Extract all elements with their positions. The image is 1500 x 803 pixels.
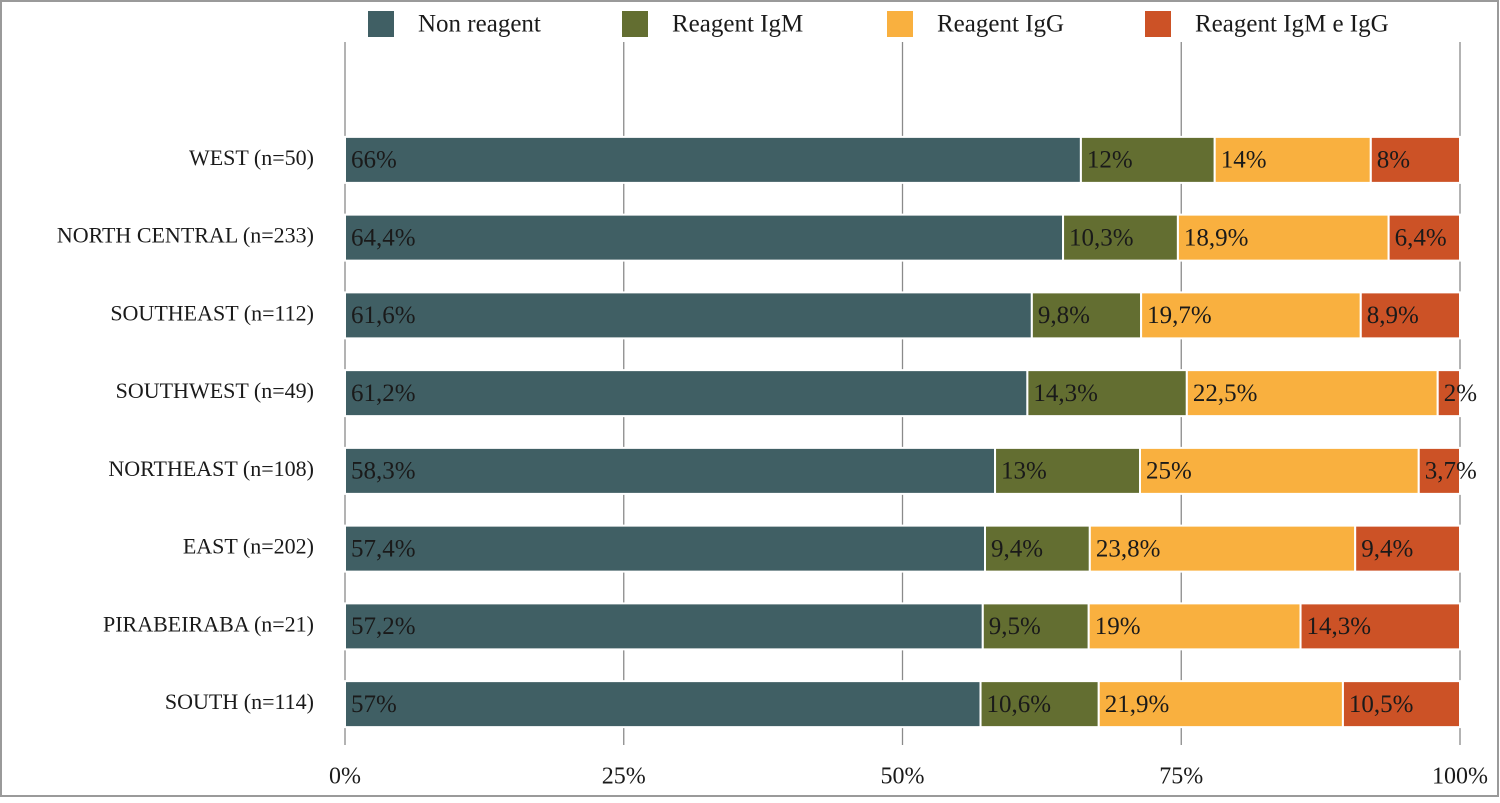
bar-segment bbox=[1140, 291, 1362, 340]
bar-segment bbox=[1138, 446, 1420, 495]
legend-swatch bbox=[622, 11, 648, 37]
bar-segment bbox=[1213, 135, 1372, 184]
x-tick-label: 0% bbox=[329, 764, 361, 790]
value-label: 9,4% bbox=[1361, 535, 1413, 562]
value-label: 25% bbox=[1146, 458, 1192, 485]
bar-segment bbox=[1299, 602, 1462, 651]
value-label: 57,2% bbox=[351, 613, 416, 640]
value-label: 9,4% bbox=[991, 535, 1043, 562]
value-label: 3,7% bbox=[1425, 458, 1477, 485]
value-label: 23,8% bbox=[1096, 535, 1161, 562]
legend-label: Reagent IgM bbox=[672, 11, 803, 38]
value-label: 57,4% bbox=[351, 535, 416, 562]
y-tick-label: SOUTH (n=114) bbox=[165, 689, 314, 714]
value-label: 9,8% bbox=[1038, 302, 1090, 329]
value-label: 6,4% bbox=[1395, 224, 1447, 251]
value-label: 8,9% bbox=[1367, 302, 1419, 329]
bar-segment bbox=[1359, 291, 1462, 340]
value-label: 10,5% bbox=[1349, 691, 1414, 718]
bar-segment bbox=[981, 602, 1090, 651]
x-tick-label: 50% bbox=[881, 764, 925, 790]
legend-swatch bbox=[368, 11, 394, 37]
x-tick-label: 100% bbox=[1432, 764, 1488, 790]
value-label: 10,3% bbox=[1069, 224, 1134, 251]
bar-segment bbox=[344, 524, 987, 573]
x-tick-label: 25% bbox=[602, 764, 646, 790]
value-label: 12% bbox=[1087, 147, 1133, 174]
value-label: 57% bbox=[351, 691, 397, 718]
y-tick-label: NORTHEAST (n=108) bbox=[108, 456, 314, 481]
bar-segment bbox=[344, 446, 997, 495]
bar-segment bbox=[1341, 680, 1462, 729]
value-label: 22,5% bbox=[1193, 380, 1258, 407]
bar-segment bbox=[344, 680, 982, 729]
bar-segment bbox=[344, 135, 1082, 184]
value-label: 61,2% bbox=[351, 380, 416, 407]
value-label: 10,6% bbox=[987, 691, 1052, 718]
value-label: 19,7% bbox=[1147, 302, 1212, 329]
y-tick-label: PIRABEIRABA (n=21) bbox=[103, 611, 314, 636]
y-tick-label: SOUTHWEST (n=49) bbox=[116, 378, 314, 403]
value-label: 64,4% bbox=[351, 224, 416, 251]
legend-label: Reagent IgG bbox=[937, 11, 1064, 38]
legend-swatch bbox=[1145, 11, 1171, 37]
y-tick-label: SOUTHEAST (n=112) bbox=[110, 300, 314, 325]
y-tick-label: WEST (n=50) bbox=[189, 145, 314, 170]
value-label: 8% bbox=[1377, 147, 1410, 174]
legend-swatch bbox=[887, 11, 913, 37]
bar-segment bbox=[1387, 213, 1462, 262]
bar-segment bbox=[1417, 446, 1461, 495]
bar-segment bbox=[344, 213, 1065, 262]
bar-segment bbox=[979, 680, 1100, 729]
bar-segment bbox=[994, 446, 1141, 495]
legend-label: Non reagent bbox=[418, 11, 541, 38]
value-label: 9,5% bbox=[989, 613, 1041, 640]
bar-segment bbox=[344, 291, 1033, 340]
bar-segment bbox=[1088, 524, 1357, 573]
bar-segment bbox=[984, 524, 1091, 573]
value-label: 61,6% bbox=[351, 302, 416, 329]
value-label: 19% bbox=[1095, 613, 1141, 640]
bar-segment bbox=[1369, 135, 1462, 184]
bar-segment bbox=[344, 602, 984, 651]
bar-segment bbox=[1087, 602, 1302, 651]
value-label: 2% bbox=[1444, 380, 1477, 407]
value-label: 13% bbox=[1001, 458, 1047, 485]
value-label: 14% bbox=[1221, 147, 1267, 174]
bar-segment bbox=[1097, 680, 1344, 729]
value-label: 66% bbox=[351, 147, 397, 174]
y-tick-label: NORTH CENTRAL (n=233) bbox=[57, 223, 314, 248]
value-label: 21,9% bbox=[1105, 691, 1170, 718]
legend-label: Reagent IgM e IgG bbox=[1195, 11, 1389, 38]
bar-segment bbox=[1026, 369, 1188, 418]
bar-segment bbox=[1062, 213, 1179, 262]
bar-segment bbox=[1436, 369, 1461, 418]
x-tick-label: 75% bbox=[1159, 764, 1203, 790]
bar-segment bbox=[344, 369, 1029, 418]
y-tick-label: EAST (n=202) bbox=[183, 534, 314, 559]
value-label: 18,9% bbox=[1184, 224, 1249, 251]
bar-segment bbox=[1354, 524, 1461, 573]
value-label: 14,3% bbox=[1033, 380, 1098, 407]
value-label: 14,3% bbox=[1307, 613, 1372, 640]
value-label: 58,3% bbox=[351, 458, 416, 485]
